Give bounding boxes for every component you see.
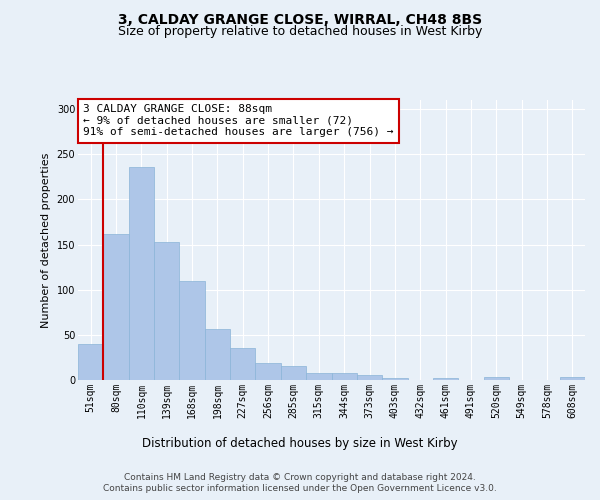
Bar xyxy=(103,234,128,380)
Bar xyxy=(128,167,154,380)
Text: 3, CALDAY GRANGE CLOSE, WIRRAL, CH48 8BS: 3, CALDAY GRANGE CLOSE, WIRRAL, CH48 8BS xyxy=(118,12,482,26)
Bar xyxy=(382,378,407,380)
Text: Distribution of detached houses by size in West Kirby: Distribution of detached houses by size … xyxy=(142,438,458,450)
Bar xyxy=(357,374,382,380)
Bar xyxy=(560,378,585,380)
Text: Size of property relative to detached houses in West Kirby: Size of property relative to detached ho… xyxy=(118,25,482,38)
Text: 3 CALDAY GRANGE CLOSE: 88sqm
← 9% of detached houses are smaller (72)
91% of sem: 3 CALDAY GRANGE CLOSE: 88sqm ← 9% of det… xyxy=(83,104,394,138)
Bar xyxy=(179,280,205,380)
Bar xyxy=(433,378,458,380)
Bar xyxy=(230,348,256,380)
Bar xyxy=(154,242,179,380)
Bar xyxy=(484,378,509,380)
Bar xyxy=(281,366,306,380)
Bar xyxy=(331,373,357,380)
Bar xyxy=(78,344,103,380)
Bar xyxy=(256,363,281,380)
Text: Contains public sector information licensed under the Open Government Licence v3: Contains public sector information licen… xyxy=(103,484,497,493)
Y-axis label: Number of detached properties: Number of detached properties xyxy=(41,152,51,328)
Text: Contains HM Land Registry data © Crown copyright and database right 2024.: Contains HM Land Registry data © Crown c… xyxy=(124,472,476,482)
Bar xyxy=(205,330,230,380)
Bar xyxy=(306,373,332,380)
